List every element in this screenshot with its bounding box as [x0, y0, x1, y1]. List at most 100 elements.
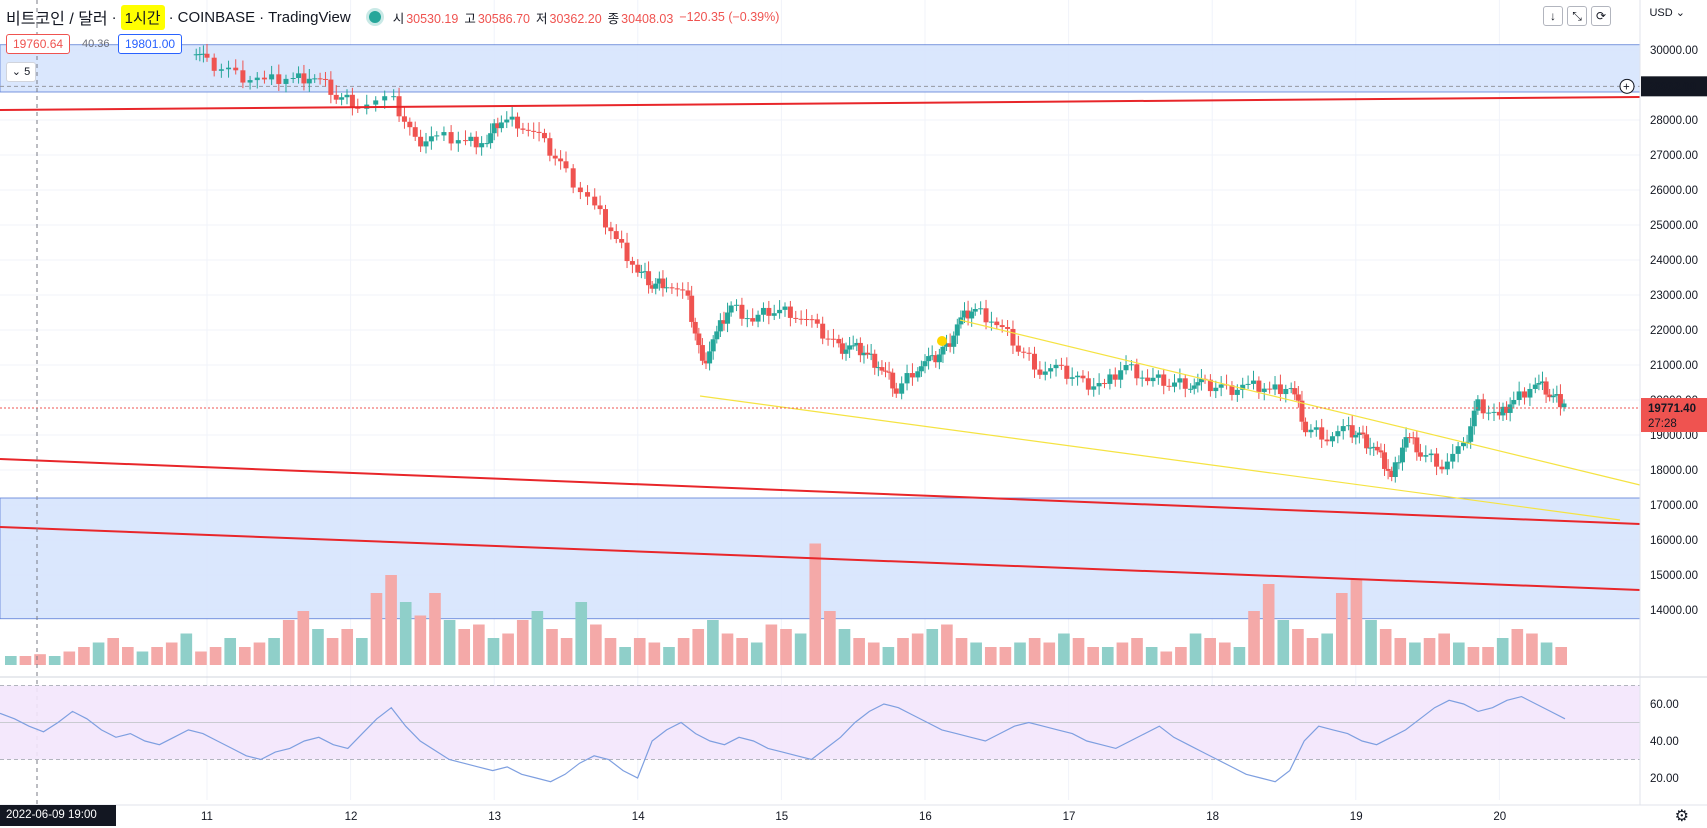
candle-body [1543, 381, 1549, 395]
candle-body [1392, 462, 1398, 477]
trendline-middle [0, 458, 1641, 525]
candle-body [1240, 384, 1246, 390]
open-value: 시 30530.19 [392, 11, 459, 26]
candle-body [1128, 364, 1134, 366]
candle-body [520, 128, 526, 130]
volume-bar [326, 638, 339, 665]
volume-bar [443, 620, 456, 665]
candle-body [1026, 352, 1032, 354]
wedge-upper-line [959, 319, 1641, 486]
candle-body [922, 361, 928, 367]
buy-price-tag[interactable]: 19801.00 [118, 34, 183, 54]
symbol-name[interactable]: 비트코인 / 달러 [6, 11, 108, 28]
candle-body [247, 80, 253, 83]
move-down-icon[interactable]: ↓ [1543, 6, 1563, 26]
candle-body [734, 304, 740, 306]
candle-body [1410, 437, 1416, 439]
volume-bar [1028, 638, 1041, 665]
candle-body [710, 339, 716, 352]
volume-bar [882, 647, 895, 665]
candle-body [1486, 412, 1492, 414]
volume-bar [1452, 642, 1465, 665]
volume-bar [341, 629, 354, 665]
price-tick-label: 30000.00 [1650, 45, 1698, 57]
candle-body [1267, 388, 1273, 390]
candle-body [558, 158, 564, 162]
candle-body [669, 287, 675, 289]
candle-body [1496, 411, 1502, 416]
volume-bar [692, 629, 705, 665]
price-tick-label: 25000.00 [1650, 220, 1698, 232]
candle-body [1561, 403, 1567, 408]
candle-body [1053, 364, 1059, 369]
candle-body [339, 97, 345, 100]
candle-body [418, 136, 424, 147]
volume-bar [590, 624, 602, 665]
candle-body [1145, 377, 1151, 382]
volume-bar [370, 593, 383, 665]
volume-bar [1204, 638, 1216, 665]
gear-icon[interactable]: ⚙ [1674, 808, 1689, 825]
volume-bar [677, 638, 690, 665]
volume-bar [560, 638, 573, 665]
candle-body [929, 355, 935, 357]
candle-body [638, 271, 644, 273]
volume-bar [531, 611, 544, 665]
currency-selector[interactable]: USD ⌄ [1649, 7, 1685, 19]
indicators-toggle[interactable]: ⌄ 5 [6, 62, 36, 82]
candle-body [1191, 385, 1197, 389]
line-price-label: 28962.00 [1648, 81, 1696, 93]
maximize-icon[interactable]: ⟳ [1591, 6, 1611, 26]
volume-bar [312, 629, 324, 665]
collapse-icon[interactable]: ⤡ [1567, 6, 1587, 26]
interval-label[interactable]: 1시간 [120, 4, 165, 30]
volume-bar [1394, 638, 1407, 665]
candle-body [1374, 446, 1380, 451]
volume-bar [1555, 647, 1567, 665]
candle-body [843, 349, 849, 354]
candle-body [462, 140, 468, 142]
candle-body [1261, 388, 1267, 392]
sell-price-tag[interactable]: 19760.64 [6, 34, 71, 54]
volume-bar [34, 654, 46, 665]
candle-body [1511, 400, 1517, 405]
candle-body [1491, 411, 1497, 413]
candle-body [1554, 394, 1560, 396]
candle-body [333, 94, 339, 100]
volume-bar [546, 629, 558, 665]
rsi-tick-label: 40.00 [1650, 736, 1679, 748]
volume-bar [1321, 633, 1333, 665]
candle-body [1399, 447, 1405, 463]
candle-body [872, 353, 878, 368]
candle-body [1177, 378, 1183, 383]
candle-body [269, 74, 275, 80]
candle-body [1414, 437, 1420, 453]
candle-body [969, 311, 975, 319]
candle-body [793, 317, 799, 319]
candle-body [1507, 404, 1513, 413]
candle-body [1403, 437, 1409, 448]
candle-body [854, 342, 860, 346]
chart-legend: 비트코인 / 달러 · 1시간 · COINBASE · TradingView… [0, 0, 1630, 34]
candle-body [1064, 365, 1070, 379]
last-price-label: 19771.40 [1648, 403, 1696, 415]
volume-bar [1526, 633, 1538, 665]
volume-bar [809, 543, 822, 665]
candle-body [407, 121, 413, 128]
time-tick-label: 11 [201, 811, 213, 823]
price-tick-label: 19000.00 [1650, 430, 1698, 442]
candle-body [886, 371, 892, 373]
candle-body [290, 78, 296, 79]
candle-body [373, 100, 379, 105]
volume-bar [750, 642, 763, 665]
candle-body [1516, 391, 1522, 400]
candle-body [455, 140, 461, 144]
candle-body [689, 295, 695, 322]
candle-body [1102, 383, 1107, 385]
volume-bar [1292, 629, 1304, 665]
add-alert-icon[interactable] [1619, 78, 1635, 94]
volume-bar [1540, 642, 1553, 665]
market-status-icon[interactable] [368, 11, 381, 23]
candle-body [839, 343, 845, 354]
